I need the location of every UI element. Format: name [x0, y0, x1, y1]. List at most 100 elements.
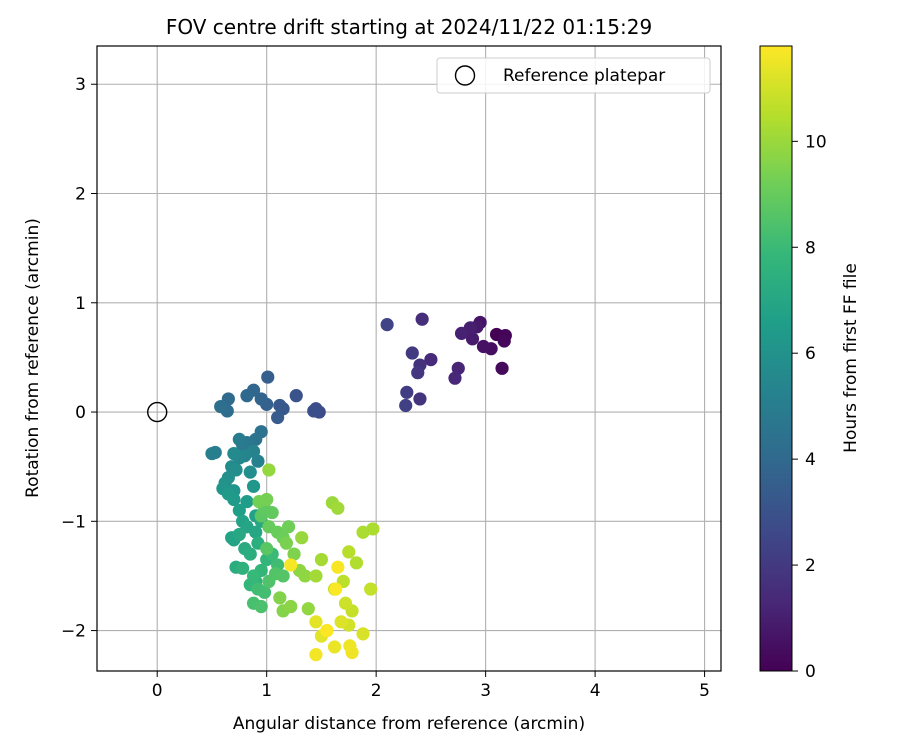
data-point [273, 591, 287, 605]
chart-title: FOV centre drift starting at 2024/11/22 … [166, 15, 652, 39]
data-point [309, 569, 323, 583]
data-point [307, 404, 321, 418]
data-point [205, 446, 219, 461]
data-point [349, 556, 364, 570]
x-axis-ticks: 0 1 2 3 4 5 [152, 671, 710, 701]
x-tick-label: 0 [152, 681, 163, 701]
y-tick-label: 3 [75, 75, 86, 95]
data-point [254, 392, 268, 406]
colorbar-tick-label: 8 [805, 238, 816, 258]
data-point [214, 399, 228, 414]
legend-label-reference-platepar: Reference platepar [503, 66, 665, 86]
legend: Reference platepar [436, 57, 711, 94]
data-point [329, 582, 343, 596]
data-point [399, 398, 413, 413]
data-point [243, 465, 257, 479]
data-point [331, 560, 345, 574]
data-point [265, 505, 279, 520]
data-point [279, 536, 293, 550]
data-point [236, 561, 250, 575]
data-point [314, 552, 329, 567]
data-point [424, 352, 438, 367]
data-point [246, 569, 261, 583]
data-point [260, 542, 274, 556]
data-point [327, 640, 342, 654]
data-point [295, 531, 309, 545]
x-tick-label: 2 [371, 681, 382, 701]
data-point [281, 520, 296, 534]
data-point [495, 361, 509, 375]
data-point [415, 312, 429, 326]
data-point [448, 371, 462, 385]
data-point [476, 339, 491, 354]
data-points [147, 312, 512, 662]
colorbar-tick-label: 2 [805, 556, 816, 576]
data-point [400, 385, 414, 399]
data-point [260, 492, 274, 507]
colorbar-tick-label: 6 [805, 344, 816, 364]
data-point [249, 525, 263, 539]
data-point [465, 332, 480, 346]
x-tick-label: 3 [480, 681, 491, 701]
x-tick-label: 1 [261, 681, 272, 701]
y-axis-ticks: −2 −1 0 1 2 3 [61, 75, 97, 642]
data-point [309, 615, 323, 629]
plot-area-frame [96, 45, 722, 672]
y-tick-label: 2 [75, 185, 86, 205]
data-point [227, 492, 241, 507]
data-point [232, 527, 246, 542]
data-point [251, 454, 265, 468]
data-point [364, 582, 378, 596]
data-point [309, 648, 323, 662]
x-axis-label: Angular distance from reference (arcmin) [233, 714, 585, 734]
data-point [342, 545, 356, 559]
data-point [338, 596, 353, 610]
y-axis-label: Rotation from reference (arcmin) [23, 218, 43, 498]
data-point [284, 599, 298, 614]
data-point [232, 503, 246, 517]
data-point [405, 346, 419, 360]
data-point [411, 366, 425, 380]
colorbar-ticks: 0 2 4 6 8 10 [792, 132, 827, 682]
colorbar-gradient [759, 45, 793, 672]
legend-box [436, 57, 711, 94]
x-tick-label: 5 [699, 681, 710, 701]
data-point [240, 389, 254, 403]
colorbar-tick-label: 4 [805, 450, 816, 470]
data-point [287, 547, 301, 561]
x-tick-label: 4 [590, 681, 601, 701]
y-tick-label: −1 [61, 512, 86, 532]
y-tick-label: 0 [75, 403, 86, 423]
colorbar-tick-label: 0 [805, 662, 816, 682]
colorbar-label: Hours from first FF file [841, 263, 861, 453]
data-point [273, 398, 287, 413]
data-point [257, 585, 272, 599]
y-tick-label: 1 [75, 294, 86, 314]
data-point [413, 392, 427, 406]
data-point [334, 615, 348, 629]
data-point [345, 645, 359, 660]
data-point [262, 463, 276, 477]
data-point [331, 501, 345, 515]
colorbar: 0 2 4 6 8 10 Hours from first FF file [759, 45, 861, 682]
colorbar-tick-label: 10 [805, 132, 827, 152]
data-point [320, 623, 334, 638]
data-point [243, 547, 257, 561]
data-point [497, 334, 511, 348]
data-point [271, 410, 285, 425]
data-point [380, 318, 394, 332]
y-tick-label: −2 [61, 622, 86, 642]
data-point [454, 326, 469, 340]
data-point [276, 569, 290, 583]
data-point [284, 558, 298, 572]
data-point [366, 522, 380, 536]
data-point [261, 370, 275, 384]
data-point [289, 389, 303, 403]
data-point [227, 446, 241, 461]
grid [97, 46, 721, 671]
data-point [254, 599, 268, 614]
data-point [240, 495, 254, 509]
reference-platepar-marker [147, 401, 168, 423]
data-point [356, 627, 370, 641]
